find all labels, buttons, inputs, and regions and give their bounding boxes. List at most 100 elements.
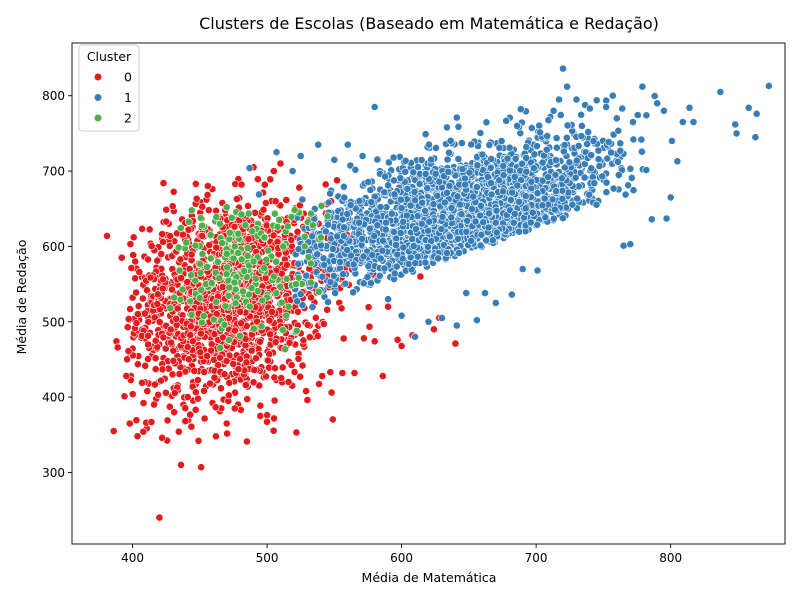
scatter-point-cluster-1: [333, 232, 341, 241]
scatter-point-cluster-1: [444, 167, 453, 176]
scatter-point-cluster-1: [445, 232, 454, 241]
scatter-point-cluster-0: [270, 373, 279, 382]
scatter-point-cluster-1: [461, 180, 470, 189]
scatter-point-cluster-1: [551, 170, 560, 179]
scatter-point-cluster-0: [299, 336, 308, 345]
scatter-point-cluster-1: [499, 161, 508, 170]
scatter-point-cluster-1: [509, 218, 518, 227]
scatter-point-cluster-0: [144, 355, 152, 363]
scatter-point-cluster-1: [346, 201, 355, 209]
scatter-point-cluster-0: [169, 187, 178, 196]
x-axis-label: Média de Matemática: [362, 570, 497, 585]
scatter-point-cluster-2: [225, 235, 234, 243]
scatter-point-cluster-2: [237, 210, 246, 219]
scatter-point-cluster-2: [304, 252, 313, 261]
scatter-point-cluster-1: [457, 210, 466, 219]
scatter-point-cluster-0: [157, 250, 166, 258]
scatter-point-cluster-0: [293, 227, 302, 236]
scatter-point-cluster-0: [138, 378, 146, 387]
scatter-point-cluster-0: [370, 337, 379, 346]
scatter-point-cluster-1: [506, 166, 514, 175]
scatter-point-cluster-0: [220, 370, 229, 379]
scatter-point-cluster-0: [140, 309, 149, 318]
scatter-point-cluster-1: [638, 82, 647, 91]
scatter-point-cluster-2: [307, 209, 315, 218]
scatter-point-cluster-1: [346, 161, 355, 170]
scatter-point-cluster-0: [197, 463, 205, 472]
scatter-point-cluster-2: [272, 289, 281, 297]
scatter-point-cluster-2: [237, 255, 246, 264]
scatter-point-cluster-0: [128, 390, 137, 399]
scatter-point-cluster-0: [158, 284, 167, 293]
scatter-point-cluster-0: [234, 365, 243, 374]
scatter-point-cluster-1: [527, 184, 536, 193]
scatter-point-cluster-1: [552, 156, 560, 164]
scatter-point-cluster-0: [158, 433, 166, 442]
scatter-point-cluster-0: [203, 352, 211, 360]
scatter-point-cluster-0: [169, 346, 178, 355]
scatter-point-cluster-0: [168, 202, 177, 211]
scatter-point-cluster-0: [187, 422, 196, 431]
scatter-point-cluster-1: [435, 177, 444, 186]
scatter-point-cluster-1: [393, 250, 402, 259]
scatter-point-cluster-1: [358, 234, 366, 243]
scatter-point-cluster-1: [404, 260, 413, 268]
scatter-point-cluster-0: [223, 429, 231, 438]
scatter-point-cluster-2: [225, 283, 234, 292]
scatter-point-cluster-2: [316, 233, 325, 242]
scatter-point-cluster-1: [506, 195, 515, 204]
scatter-point-cluster-0: [123, 323, 132, 332]
y-tick-label: 300: [42, 466, 65, 480]
scatter-point-cluster-2: [258, 296, 267, 305]
legend: Cluster 0 1 2: [78, 44, 140, 132]
scatter-point-cluster-1: [339, 182, 348, 191]
scatter-point-cluster-0: [326, 368, 335, 377]
scatter-point-cluster-2: [314, 287, 323, 296]
scatter-point-cluster-0: [125, 419, 134, 428]
scatter-point-cluster-2: [281, 345, 289, 354]
scatter-point-cluster-1: [621, 190, 630, 199]
scatter-point-cluster-1: [384, 181, 392, 190]
scatter-point-cluster-1: [528, 208, 537, 217]
scatter-point-cluster-0: [217, 384, 225, 393]
scatter-point-cluster-1: [438, 212, 447, 221]
scatter-point-cluster-1: [629, 118, 637, 126]
scatter-point-cluster-0: [271, 338, 280, 347]
scatter-point-cluster-1: [522, 143, 531, 151]
scatter-point-cluster-1: [556, 111, 565, 119]
scatter-point-cluster-1: [478, 150, 487, 159]
scatter-point-cluster-2: [225, 336, 233, 344]
scatter-point-cluster-1: [629, 186, 638, 195]
scatter-point-cluster-1: [544, 116, 553, 125]
scatter-point-cluster-0: [122, 372, 131, 380]
scatter-point-cluster-1: [477, 230, 486, 239]
scatter-point-cluster-1: [288, 167, 297, 175]
scatter-point-cluster-0: [303, 320, 312, 329]
scatter-point-cluster-1: [325, 265, 334, 274]
scatter-point-cluster-1: [557, 174, 566, 183]
scatter-point-cluster-0: [266, 330, 275, 339]
scatter-point-cluster-1: [343, 246, 352, 254]
scatter-point-cluster-2: [241, 221, 250, 230]
scatter-point-cluster-0: [250, 366, 259, 374]
scatter-point-cluster-0: [172, 314, 181, 323]
scatter-point-cluster-0: [131, 257, 140, 266]
scatter-point-cluster-2: [275, 215, 284, 224]
scatter-point-cluster-2: [245, 290, 253, 299]
scatter-point-cluster-0: [429, 325, 438, 334]
scatter-point-cluster-1: [465, 168, 474, 177]
scatter-point-cluster-1: [529, 164, 538, 173]
scatter-point-cluster-1: [614, 157, 622, 166]
scatter-point-cluster-0: [243, 395, 252, 404]
scatter-point-cluster-0: [230, 404, 239, 413]
scatter-point-cluster-0: [230, 222, 239, 231]
scatter-point-cluster-2: [196, 213, 205, 222]
scatter-point-cluster-0: [293, 307, 302, 316]
scatter-point-cluster-1: [716, 88, 725, 96]
scatter-point-cluster-1: [587, 151, 596, 160]
scatter-point-cluster-1: [609, 184, 618, 193]
scatter-point-cluster-0: [260, 180, 269, 189]
scatter-point-cluster-1: [642, 166, 651, 174]
scatter-point-cluster-0: [143, 286, 151, 295]
